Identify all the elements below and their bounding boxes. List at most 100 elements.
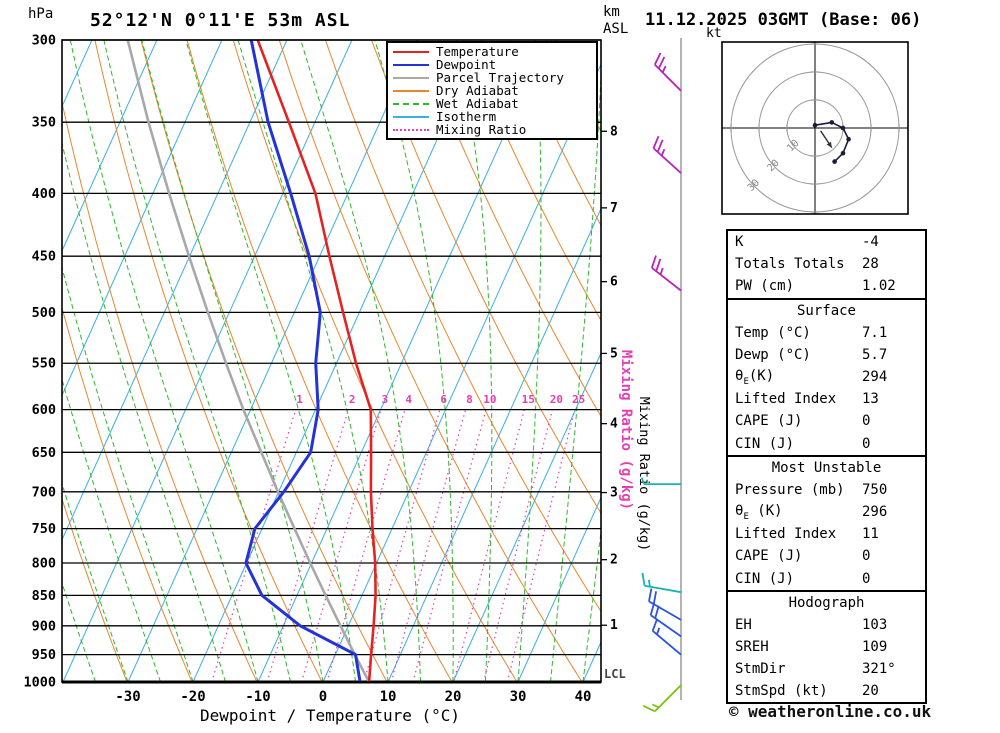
stat-row: SREH 109 [728, 636, 925, 658]
stats-section: Most Unstable Pressure (mb) 750 θE (K) 296 Li… [726, 454, 927, 592]
hodograph-trace-point [832, 159, 837, 164]
stat-row: CAPE (J) 0 [728, 410, 925, 432]
svg-text:750: 750 [32, 521, 56, 537]
legend-label: Parcel Trajectory [436, 70, 564, 85]
lcl-marker: LCL [604, 667, 626, 681]
svg-text:1000: 1000 [23, 675, 56, 691]
stat-value: 0 [862, 548, 871, 565]
stat-label: Pressure (mb) [735, 481, 845, 498]
run-datetime: 11.12.2025 03GMT (Base: 06) [645, 10, 922, 30]
svg-text:20: 20 [550, 393, 563, 406]
parcel-trajectory-curve [126, 40, 371, 682]
legend-label: Dry Adiabat [436, 83, 519, 98]
svg-text:5: 5 [610, 346, 618, 361]
svg-text:-20: -20 [180, 689, 205, 705]
stat-value: 296 [862, 503, 888, 520]
stat-value: 5.7 [862, 346, 888, 363]
svg-text:8: 8 [610, 124, 618, 139]
svg-text:1: 1 [610, 618, 618, 633]
stat-row: θE (K) 296 [728, 501, 925, 523]
mixing-ratio-lines [211, 409, 576, 682]
svg-text:500: 500 [32, 305, 56, 321]
svg-text:0: 0 [319, 689, 327, 705]
hodograph-ring [730, 43, 900, 213]
wind-barb [651, 618, 682, 656]
stat-row: Dewp (°C) 5.7 [728, 344, 925, 366]
plot-frame [61, 39, 602, 683]
stat-row: StmSpd (kt) 20 [728, 680, 925, 702]
stat-label: θE (K) [735, 502, 783, 522]
legend-swatch-dashed [393, 102, 429, 105]
stat-value: 28 [862, 256, 879, 273]
stat-value: 294 [862, 369, 888, 386]
svg-text:650: 650 [32, 445, 56, 461]
stat-label: Lifted Index [735, 526, 837, 543]
stats-section-title: Hodograph [788, 594, 865, 611]
stat-label: CAPE (J) [735, 413, 803, 430]
stats-section-title: Surface [796, 302, 856, 319]
hodograph-trace-point [840, 125, 846, 131]
svg-text:-30: -30 [115, 689, 140, 705]
stats-section: Hodograph EH 103 SREH 109 StmDir 321° StmSpd (k… [726, 589, 927, 705]
legend-item: Mixing Ratio [393, 123, 596, 136]
svg-text:3: 3 [381, 393, 388, 406]
legend-swatch-solid [393, 63, 429, 66]
legend-swatch-dotted [393, 128, 429, 131]
legend-item: Dry Adiabat [393, 84, 596, 97]
svg-text:8: 8 [466, 393, 473, 406]
wind-barb [640, 477, 681, 486]
axis-tick-labels: 3003504004505005506006507007508008509009… [23, 33, 591, 706]
stat-row: Lifted Index 11 [728, 523, 925, 545]
stat-value: 7.1 [862, 324, 888, 341]
chart-legend: Temperature Dewpoint Parcel Trajectory Dry … [386, 41, 598, 140]
svg-text:2: 2 [610, 553, 618, 568]
stat-label: K [735, 234, 744, 251]
stat-value: 11 [862, 526, 879, 543]
stat-row: StmDir 321° [728, 658, 925, 680]
wind-barb-column [640, 38, 682, 713]
hodograph-storm-arrowhead [826, 141, 832, 148]
svg-text:400: 400 [32, 186, 56, 202]
sounding-curves [126, 40, 377, 682]
stat-value: 0 [862, 435, 871, 452]
wind-barb [654, 52, 682, 92]
stat-row: CAPE (J) 0 [728, 545, 925, 567]
svg-text:7: 7 [610, 201, 618, 216]
svg-text:25: 25 [572, 393, 585, 406]
legend-item: Wet Adiabat [393, 97, 596, 110]
svg-text:4: 4 [405, 393, 412, 406]
stat-label: Totals Totals [735, 256, 845, 273]
height-unit-km: km [603, 4, 620, 20]
stat-label: EH [735, 616, 752, 633]
svg-text:30: 30 [510, 689, 527, 705]
hodograph-trace-point [829, 120, 835, 125]
station-title: 52°12'N 0°11'E 53m ASL [90, 10, 351, 31]
svg-text:6: 6 [610, 275, 618, 290]
wet-adiabat-lines [62, 40, 601, 682]
height-unit-label: km ASL [603, 4, 628, 38]
svg-text:600: 600 [32, 402, 56, 418]
legend-label: Isotherm [436, 109, 497, 124]
stat-row: θE(K) 294 [728, 366, 925, 388]
svg-text:4: 4 [610, 417, 618, 432]
stat-row: CIN (J) 0 [728, 567, 925, 589]
stat-row: CIN (J) 0 [728, 433, 925, 455]
stat-row: Temp (°C) 7.1 [728, 322, 925, 344]
svg-text:40: 40 [575, 689, 592, 705]
legend-label: Temperature [436, 44, 519, 59]
legend-swatch-solid [393, 76, 429, 79]
wind-barb [641, 572, 682, 594]
hodograph-ring [758, 71, 872, 185]
stat-row: K -4 [728, 231, 925, 253]
stat-value: -4 [862, 234, 879, 251]
wind-barb [652, 135, 682, 174]
stat-value: 103 [862, 616, 888, 633]
stat-value: 321° [862, 661, 896, 678]
pressure-unit-label: hPa [28, 6, 54, 22]
svg-text:3: 3 [610, 486, 618, 501]
svg-text:450: 450 [32, 249, 56, 265]
stat-value: 0 [862, 570, 871, 587]
